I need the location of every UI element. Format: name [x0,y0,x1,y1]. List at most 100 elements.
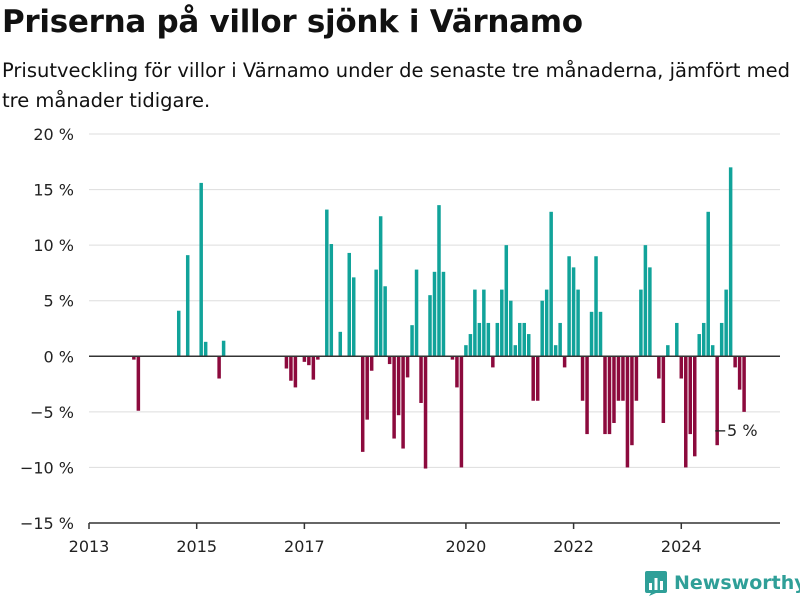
bar [477,322,482,357]
chart-title: Priserna på villor sjönk i Värnamo [2,4,583,40]
bar [360,356,365,452]
bar [580,356,585,401]
bar [737,356,742,390]
bar [482,289,486,357]
bars [132,167,746,469]
bar [311,356,316,380]
y-tick-label: 20 % [33,125,74,144]
bar [522,322,526,357]
bar [410,325,414,357]
bar [441,271,446,357]
bar [392,356,396,439]
bar [473,289,477,357]
bar [396,356,401,416]
bar [710,345,715,357]
bar [603,356,607,435]
bar [540,300,544,357]
bar [132,356,136,360]
bar [634,356,639,401]
bar [607,356,612,435]
bar [495,322,500,357]
bar [701,322,706,357]
bar [307,356,311,366]
bar [598,311,603,357]
bar [706,211,710,357]
bar [383,286,387,357]
bar [558,322,562,357]
bar [217,356,221,379]
bar [616,356,621,401]
bar [684,356,688,468]
bar [486,322,491,357]
bar [419,356,423,403]
bar [518,322,522,357]
bar [414,269,419,357]
y-tick-label: −5 % [30,403,74,422]
bar [437,205,441,357]
bar [351,277,356,357]
bar [715,356,719,446]
bar [657,356,661,379]
bar [688,356,693,435]
bar [203,341,208,357]
bar [630,356,634,446]
y-tick-label: 0 % [44,347,74,366]
bar [612,356,616,423]
bar [500,289,504,357]
bar [531,356,535,401]
x-tick-label: 2017 [284,537,325,556]
bar [374,269,378,357]
bar [378,216,383,357]
x-tick-label: 2015 [176,537,217,556]
bar [513,345,518,357]
y-tick-label: 5 % [44,292,74,311]
brand-logo: Newsworthy [645,568,800,598]
bar [728,167,733,357]
bar [553,345,558,357]
bar [562,356,567,368]
bar [491,356,495,368]
bar [719,322,724,357]
bar [693,356,697,457]
bar [464,345,468,357]
bar [428,295,432,357]
bar [468,334,473,357]
bar [585,356,589,435]
bar [459,356,464,468]
chart-subtitle: Prisutveckling för villor i Värnamo unde… [2,59,790,112]
annotations: −5 % [714,421,758,440]
bar [405,356,410,378]
bar [526,334,531,357]
bar [455,356,459,388]
bar [661,356,666,423]
bar [293,356,298,388]
bar [338,331,343,357]
last-value-annotation: −5 % [714,421,758,440]
bar [325,209,329,357]
bar [549,211,553,357]
bar [185,255,190,357]
bar [423,356,428,469]
bar [621,356,625,401]
x-tick-label: 2022 [553,537,594,556]
bar [284,356,289,369]
bar [535,356,540,401]
x-tick-label: 2013 [69,537,110,556]
bar [625,356,630,468]
bar [589,311,594,357]
bar [289,356,293,381]
bar [724,289,728,357]
x-axis: 2013 2015 2017 2020 2022 2024 [69,522,780,556]
x-tick-label: 2024 [661,537,702,556]
bar [733,356,737,368]
bar-chart-logo-icon [645,571,667,596]
bar [648,267,652,357]
bar [594,256,598,357]
bar [365,356,369,420]
bar [302,356,307,362]
bar [509,300,513,357]
bar [571,267,576,357]
bar [504,245,509,357]
bar [176,310,181,357]
